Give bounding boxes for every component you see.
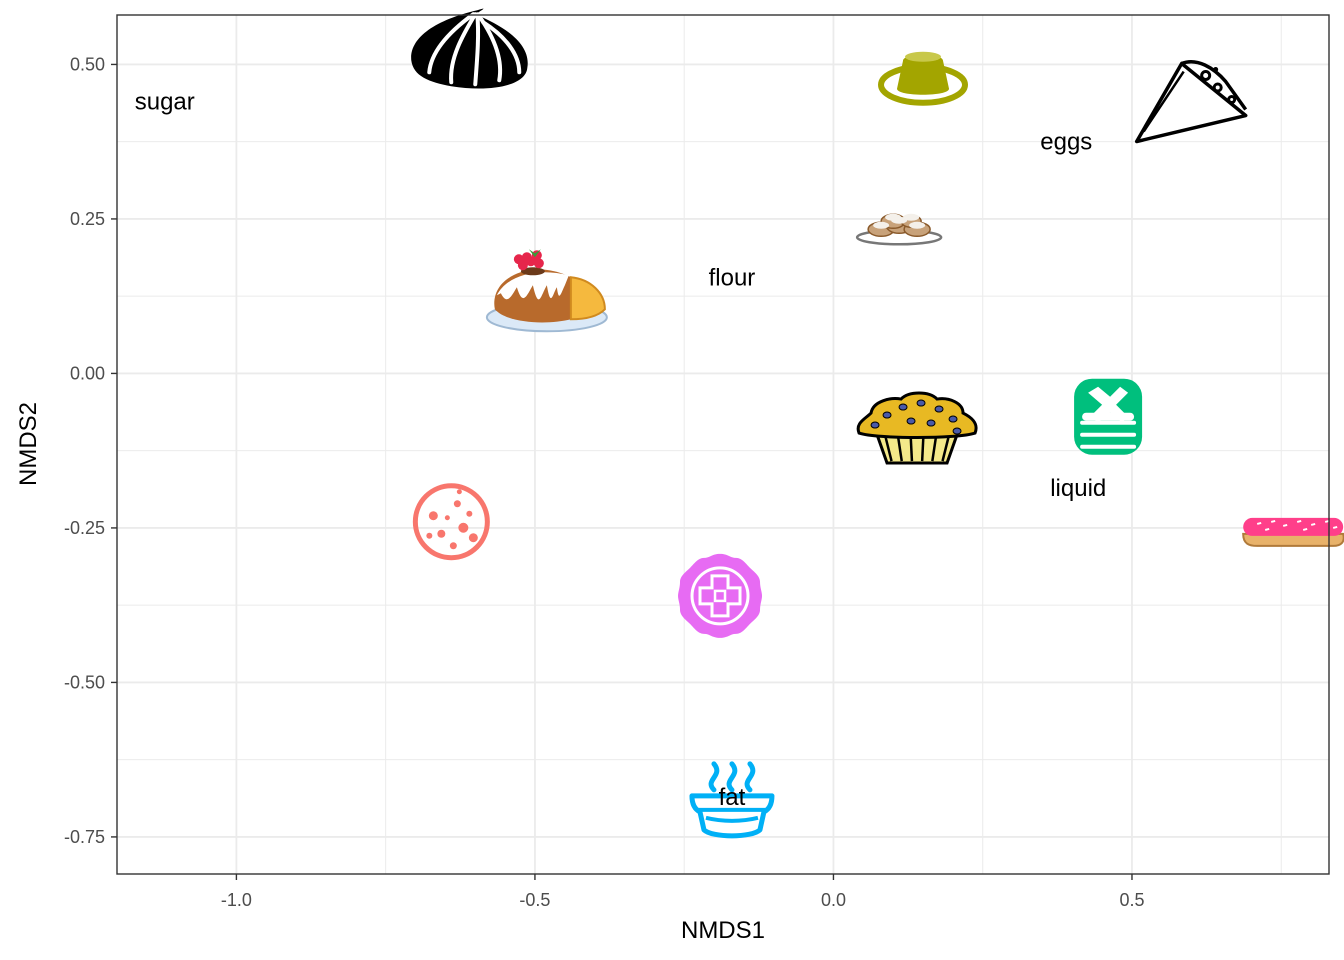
beignets-icon — [855, 213, 943, 246]
x-tick-label: -1.0 — [221, 890, 252, 910]
pancakes-icon — [1074, 378, 1143, 455]
variable-label-fat: fat — [719, 784, 746, 811]
x-tick-label: 0.5 — [1119, 890, 1144, 910]
variable-label-eggs: eggs — [1040, 129, 1092, 156]
x-tick-label: 0.0 — [821, 890, 846, 910]
x-tick-label: -0.5 — [519, 890, 550, 910]
variable-label-liquid: liquid — [1050, 475, 1106, 502]
y-tick-label: -0.75 — [64, 827, 105, 847]
variable-label-flour: flour — [709, 265, 756, 292]
meringue-icon — [411, 8, 528, 89]
y-axis-ticks: -0.75 -0.50 -0.25 0.00 0.25 0.50 — [64, 54, 117, 847]
bundt-cake-icon — [485, 249, 608, 333]
pie-icon — [689, 761, 775, 839]
y-tick-label: -0.25 — [64, 518, 105, 538]
x-axis-title: NMDS1 — [681, 917, 765, 944]
cookie-icon — [412, 483, 490, 561]
y-tick-label: 0.25 — [70, 209, 105, 229]
eclair-icon — [1242, 517, 1344, 547]
mooncake-icon — [678, 553, 763, 638]
y-axis-title: NMDS2 — [15, 402, 42, 486]
data-points — [411, 8, 1344, 839]
crepe-icon — [1134, 60, 1248, 144]
variable-label-sugar: sugar — [135, 89, 195, 116]
plot-panel-border — [116, 14, 1330, 875]
variable-labels: sugar eggs flour liquid fat — [135, 89, 1107, 811]
muffin-icon — [856, 391, 978, 465]
plot-panel — [117, 15, 1329, 874]
x-axis-ticks: -1.0 -0.5 0.0 0.5 — [221, 874, 1144, 910]
y-tick-label: 0.50 — [70, 54, 105, 74]
flan-icon — [878, 51, 969, 106]
y-tick-label: 0.00 — [70, 363, 105, 383]
y-tick-label: -0.50 — [64, 672, 105, 692]
